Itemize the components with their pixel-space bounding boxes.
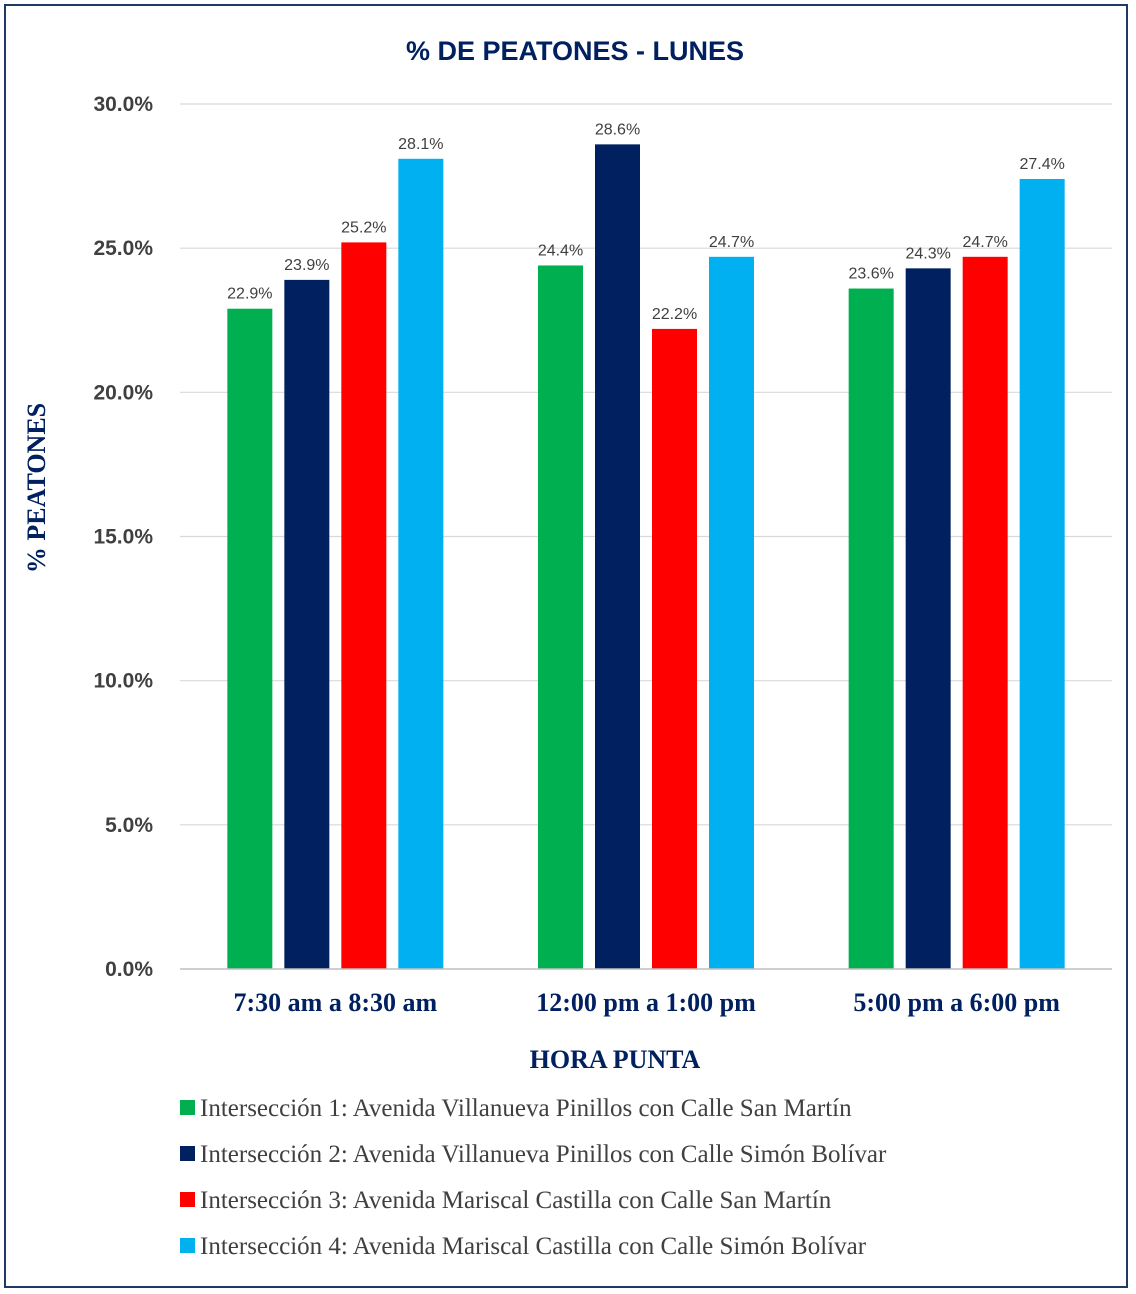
bar (227, 308, 273, 969)
legend-label: Intersección 3: Avenida Mariscal Castill… (200, 1187, 832, 1214)
gridlines (180, 103, 1112, 826)
chart-title: % DE PEATONES - LUNES (406, 36, 744, 66)
legend: Intersección 1: Avenida Villanueva Pinil… (180, 1095, 887, 1260)
legend-item: Intersección 2: Avenida Villanueva Pinil… (180, 1141, 887, 1168)
bar (595, 144, 640, 969)
x-axis-ticks: 7:30 am a 8:30 am 12:00 pm a 1:00 pm 5:00 … (234, 988, 1061, 1017)
x-axis-label: HORA PUNTA (530, 1045, 701, 1074)
data-label: 24.7% (962, 234, 1007, 251)
bar (341, 242, 387, 969)
y-axis-ticks: 0.0% 5.0% 10.0% 15.0% 20.0% 25.0% 30.0% (93, 93, 153, 981)
data-label: 22.2% (652, 306, 697, 323)
y-tick-label: 30.0% (93, 93, 153, 116)
data-label: 25.2% (341, 219, 386, 236)
legend-swatch (180, 1238, 195, 1253)
legend-label: Intersección 4: Avenida Mariscal Castill… (200, 1233, 867, 1260)
data-label: 23.6% (848, 266, 893, 283)
x-tick-label: 7:30 am a 8:30 am (234, 988, 438, 1017)
y-axis-label: % PEATONES (22, 403, 51, 573)
bars (227, 144, 1065, 970)
x-tick-label: 12:00 pm a 1:00 pm (536, 988, 756, 1017)
y-tick-label: 0.0% (105, 958, 153, 981)
data-labels: 22.9% 23.9% 25.2% 28.1% 24.4% 28.6% 22.2% 24.7%… (227, 121, 1065, 323)
y-tick-label: 20.0% (93, 381, 153, 404)
data-label: 22.9% (227, 286, 272, 303)
bar (1019, 178, 1065, 969)
data-label: 28.6% (595, 121, 640, 138)
bar (962, 256, 1008, 970)
data-label: 24.3% (905, 245, 950, 262)
bar (538, 265, 583, 969)
y-tick-label: 15.0% (93, 526, 153, 549)
legend-swatch (180, 1192, 195, 1207)
data-label: 24.4% (538, 242, 583, 259)
bar (652, 328, 697, 969)
legend-swatch (180, 1100, 195, 1115)
y-tick-label: 5.0% (105, 814, 153, 837)
legend-swatch (180, 1146, 195, 1161)
legend-item: Intersección 3: Avenida Mariscal Castill… (180, 1187, 832, 1214)
x-tick-label: 5:00 pm a 6:00 pm (853, 988, 1060, 1017)
legend-label: Intersección 2: Avenida Villanueva Pinil… (200, 1141, 887, 1168)
bar (905, 268, 951, 970)
legend-item: Intersección 4: Avenida Mariscal Castill… (180, 1233, 867, 1260)
data-label: 23.9% (284, 257, 329, 274)
legend-label: Intersección 1: Avenida Villanueva Pinil… (200, 1095, 852, 1122)
bar (709, 256, 754, 970)
y-tick-label: 10.0% (93, 670, 153, 693)
y-tick-label: 25.0% (93, 237, 153, 260)
bar (398, 158, 444, 970)
bar (848, 288, 894, 969)
bar (284, 279, 330, 970)
data-label: 28.1% (398, 136, 443, 153)
data-label: 24.7% (709, 234, 754, 251)
data-label: 27.4% (1019, 156, 1064, 173)
legend-item: Intersección 1: Avenida Villanueva Pinil… (180, 1095, 852, 1122)
